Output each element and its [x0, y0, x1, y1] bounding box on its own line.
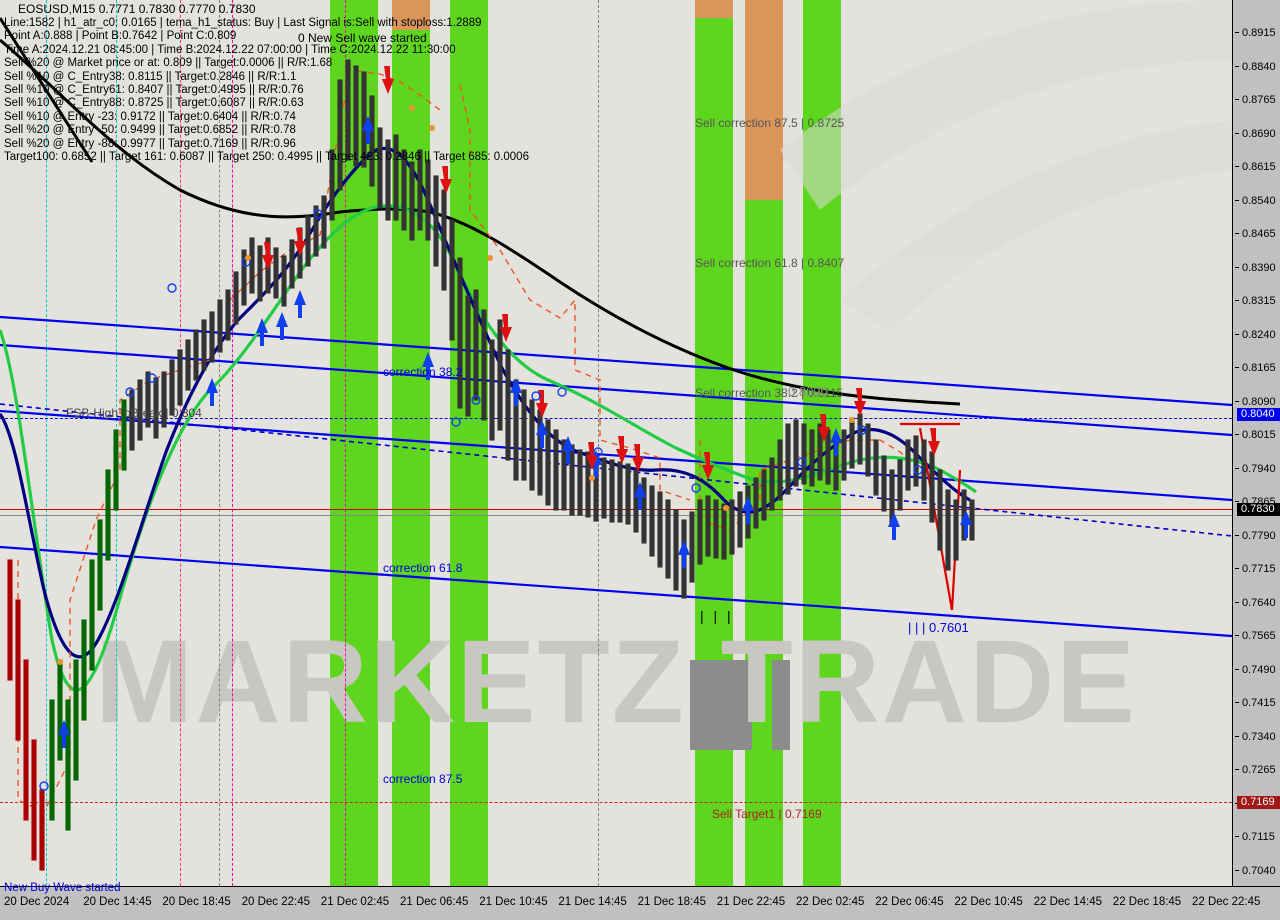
info-row: Sell %20 @ Entry -50: 0.9499 || Target:0… [4, 124, 296, 137]
info-row: Point A:0.888 | Point B:0.7642 | Point C… [4, 30, 237, 43]
annotation-fsb-high-to-break: FSB-HighToBreak | 0.804 [66, 406, 202, 420]
price-tick: 0.8840 [1233, 61, 1280, 73]
session-band [695, 0, 733, 18]
day-separator [219, 0, 220, 886]
price-tick: 0.7940 [1233, 463, 1280, 475]
time-tick: 20 Dec 2024 [4, 896, 70, 908]
info-row: Sell %10 @ C_Entry88: 0.8725 || Target:0… [4, 97, 304, 110]
time-tick: 21 Dec 06:45 [400, 896, 469, 908]
diagonal-cursor-line [0, 17, 94, 163]
price-tick: 0.8915 [1233, 27, 1280, 39]
price-tick: 0.8165 [1233, 362, 1280, 374]
time-tick: 20 Dec 14:45 [83, 896, 152, 908]
price-badge: 0.7830 [1237, 503, 1280, 516]
price-line-fsb [0, 418, 1232, 419]
price-tick: 0.7340 [1233, 731, 1280, 743]
info-panel: EOSUSD,M15 0.7771 0.7830 0.7770 0.7830 L… [4, 2, 529, 164]
annotation-price-level-08090: 0.8090 [788, 384, 828, 399]
info-row: Sell %10 @ Entry -23: 0.9172 || Target:0… [4, 110, 296, 123]
annotation-sell-correction-875: Sell correction 87.5 | 0.8725 [695, 116, 845, 130]
time-tick: 22 Dec 10:45 [954, 896, 1023, 908]
time-tick: 21 Dec 18:45 [637, 896, 707, 908]
time-tick: 21 Dec 10:45 [479, 896, 548, 908]
time-tick: 21 Dec 22:45 [716, 896, 786, 908]
time-tick: 22 Dec 02:45 [796, 896, 865, 908]
price-tick: 0.7790 [1233, 530, 1280, 542]
price-line-current [0, 509, 1232, 510]
symbol-ohlc-line: EOSUSD,M15 0.7771 0.7830 0.7770 0.7830 [18, 2, 256, 16]
info-row: Line:1582 | h1_atr_c0: 0.0165 | tema_h1_… [4, 17, 482, 29]
price-tick: 0.8765 [1233, 94, 1280, 106]
price-scale[interactable]: 0.8915 0.8840 0.8765 0.8690 0.8615 0.8540 0.84… [1232, 0, 1280, 910]
annotation-sell-target1: Sell Target1 | 0.7169 [712, 807, 822, 821]
buy-arrow-icon [58, 116, 972, 748]
price-tick: 0.8390 [1233, 262, 1280, 274]
price-tick: 0.8315 [1233, 295, 1280, 307]
info-row: Time A:2024.12.21 08:45:00 | Time B:2024… [4, 43, 456, 56]
sell-arrow-icon [262, 66, 940, 480]
session-marker [232, 0, 233, 886]
time-tick: 21 Dec 14:45 [558, 896, 627, 908]
price-badge: 0.7169 [1237, 796, 1280, 809]
session-marker [46, 0, 47, 886]
time-tick: 21 Dec 02:45 [320, 896, 390, 908]
price-tick: 0.8240 [1233, 329, 1280, 341]
price-tick: 0.7565 [1233, 630, 1280, 642]
annotation-correction-618: correction 61.8 [383, 561, 463, 575]
status-bar-text: New Buy Wave started [4, 882, 121, 894]
info-row: Sell %20 @ Entry -88: 0.9977 || Target:0… [4, 137, 296, 150]
annotation-sell-correction-382: Sell correction 38.2 | 0.8115 [695, 386, 844, 400]
session-marker [345, 0, 346, 886]
signal-dot [39, 209, 923, 791]
annotation-wave-marker-left: | | | [700, 608, 734, 624]
info-row: Sell %10 @ C_Entry38: 0.8115 || Target:0… [4, 70, 297, 83]
time-tick: 20 Dec 18:45 [162, 896, 231, 908]
price-line-target [0, 802, 1232, 803]
annotation-sell-correction-618: Sell correction 61.8 | 0.8407 [695, 256, 845, 270]
session-band [330, 0, 358, 886]
day-separator [598, 0, 599, 886]
price-tick: 0.7715 [1233, 563, 1280, 575]
time-tick: 22 Dec 18:45 [1112, 896, 1182, 908]
price-tick: 0.7115 [1233, 831, 1280, 843]
session-band [745, 200, 783, 886]
info-row: Sell %10 @ C_Entry61: 0.8407 || Target:0… [4, 84, 304, 97]
info-row: Sell %20 @ Market price or at: 0.809 || … [4, 57, 333, 70]
price-badge: 0.8040 [1237, 408, 1280, 421]
session-marker [180, 0, 181, 886]
price-tick: 0.8690 [1233, 128, 1280, 140]
time-tick: 22 Dec 06:45 [875, 896, 944, 908]
annotation-wave-marker-right: | | | 0.7601 [908, 620, 969, 635]
time-tick: 22 Dec 14:45 [1033, 896, 1103, 908]
time-scale[interactable]: 20 Dec 2024 20 Dec 14:45 20 Dec 18:45 20 De… [0, 886, 1280, 920]
info-row: Target100: 0.6852 || Target 161: 0.6087 … [4, 151, 529, 164]
price-tick: 0.7415 [1233, 697, 1280, 709]
price-tick: 0.8090 [1233, 396, 1280, 408]
annotation-correction-382: correction 38.2 [383, 365, 463, 379]
session-band [392, 0, 430, 30]
price-line-bid [0, 515, 1232, 516]
price-tick: 0.7640 [1233, 597, 1280, 609]
price-tick: 0.7040 [1233, 865, 1280, 877]
time-tick: 22 Dec 22:45 [1192, 896, 1261, 908]
time-tick: 20 Dec 22:45 [241, 896, 311, 908]
price-tick: 0.8465 [1233, 228, 1280, 240]
price-tick: 0.7265 [1233, 764, 1280, 776]
chart-series-svg [0, 38, 1232, 871]
price-tick: 0.8615 [1233, 161, 1280, 173]
price-tick: 0.8540 [1233, 195, 1280, 207]
annotation-new-sell-wave: 0 New Sell wave started [298, 31, 427, 45]
price-tick: 0.7490 [1233, 664, 1280, 676]
price-tick: 0.8015 [1233, 429, 1280, 441]
fractal-star [57, 105, 855, 665]
annotation-correction-875: correction 87.5 [383, 772, 463, 786]
